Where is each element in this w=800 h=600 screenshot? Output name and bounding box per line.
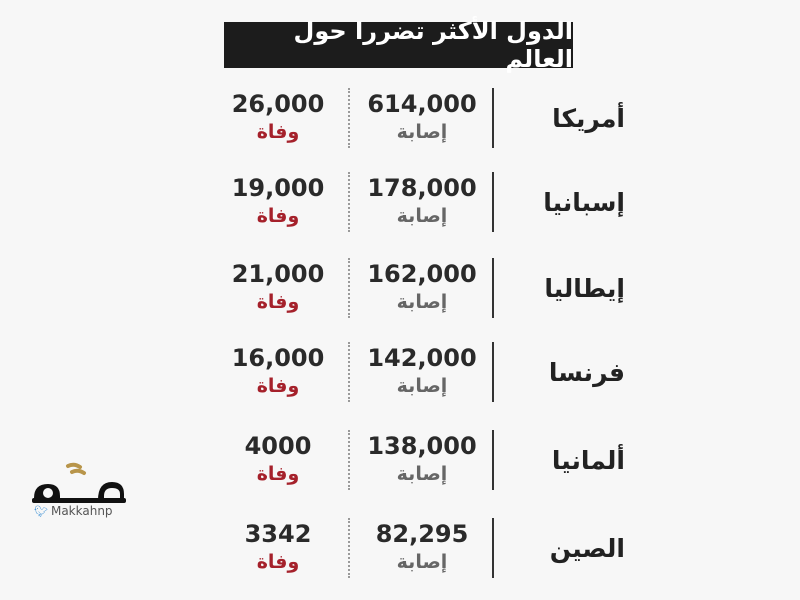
deaths-value: 4000 [244,432,312,460]
table-row: أمريكا 614,000 إصابة 26,000 وفاة [0,88,800,168]
page-title: الدول الأكثر تضررا حول العالم [224,17,573,73]
deaths-value: 16,000 [231,344,325,372]
table-row: إسبانيا 178,000 إصابة 19,000 وفاة [0,172,800,252]
dotted-divider [348,342,350,402]
divider [492,172,494,232]
country-name: فرنسا [548,357,625,387]
deaths-value: 21,000 [231,260,325,288]
deaths-value: 19,000 [231,174,325,202]
country-name: إسبانيا [543,187,625,217]
cases-label: إصابة [396,121,448,143]
deaths-label: وفاة [256,375,300,397]
cases-value: 178,000 [367,174,477,202]
cases-label: إصابة [396,551,448,573]
dotted-divider [348,172,350,232]
country-name: ألمانيا [551,445,625,475]
divider [492,430,494,490]
table-row: الصين 82,295 إصابة 3342 وفاة [0,518,800,598]
cases-value: 614,000 [367,90,477,118]
deaths-label: وفاة [256,463,300,485]
twitter-bird-icon: 🐦︎ [34,504,48,518]
makkah-logo [32,462,126,503]
country-name: إيطاليا [544,273,625,303]
deaths-label: وفاة [256,551,300,573]
cases-label: إصابة [396,463,448,485]
divider [492,258,494,318]
cases-label: إصابة [396,205,448,227]
deaths-label: وفاة [256,121,300,143]
dotted-divider [348,430,350,490]
deaths-value: 3342 [244,520,312,548]
cases-value: 142,000 [367,344,477,372]
table-row: إيطاليا 162,000 إصابة 21,000 وفاة [0,258,800,338]
country-name: الصين [549,533,625,563]
dotted-divider [348,88,350,148]
divider [492,342,494,402]
cases-label: إصابة [396,291,448,313]
divider [492,88,494,148]
country-name: أمريكا [552,103,625,133]
cases-label: إصابة [396,375,448,397]
table-row: فرنسا 142,000 إصابة 16,000 وفاة [0,342,800,422]
cases-value: 162,000 [367,260,477,288]
divider [492,518,494,578]
handle-text: Makkahnp [50,504,113,518]
deaths-value: 26,000 [231,90,325,118]
social-handle: 🐦︎ Makkahnp [34,504,113,518]
cases-value: 138,000 [367,432,477,460]
deaths-label: وفاة [256,291,300,313]
cases-value: 82,295 [375,520,469,548]
dotted-divider [348,258,350,318]
deaths-label: وفاة [256,205,300,227]
table-row: ألمانيا 138,000 إصابة 4000 وفاة [0,430,800,510]
dotted-divider [348,518,350,578]
